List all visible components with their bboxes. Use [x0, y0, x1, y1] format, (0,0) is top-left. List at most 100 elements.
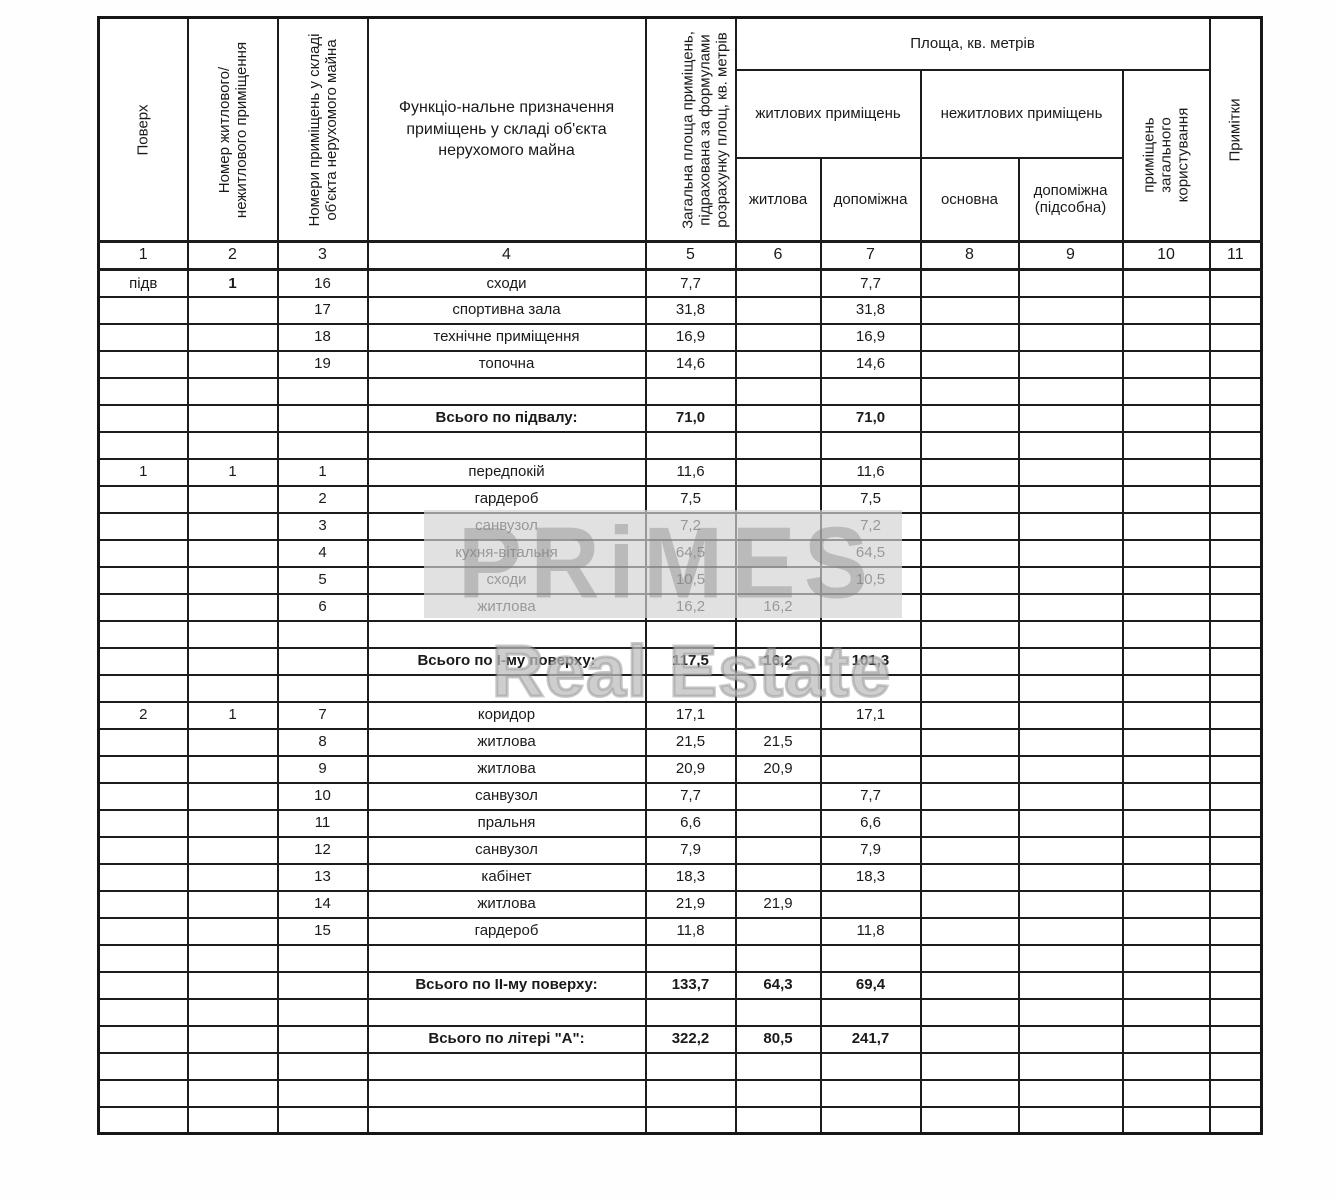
- cell-living-area: [734, 538, 822, 568]
- cell-unit-number: [186, 889, 279, 919]
- cell-room-function: житлова: [366, 727, 647, 757]
- cell-room-function: санвузол: [366, 835, 647, 865]
- cell-main-area: [919, 268, 1020, 298]
- cell-room-number: [276, 619, 369, 649]
- table-row: [97, 619, 1263, 649]
- cell-floor: [97, 430, 189, 460]
- cell-auxiliary-area: [819, 727, 922, 757]
- table-row: 9 житлова 20,9 20,9: [97, 754, 1263, 784]
- cell-auxiliary-area: 71,0: [819, 403, 922, 433]
- cell-room-function: Всього по літері "А":: [366, 1024, 647, 1054]
- cell-unit-number: [186, 1078, 279, 1108]
- column-number: 5: [644, 240, 737, 271]
- column-number: 4: [366, 240, 647, 271]
- cell-aux-utility-area: [1017, 970, 1124, 1000]
- cell-unit-number: [186, 781, 279, 811]
- cell-main-area: [919, 1024, 1020, 1054]
- cell-total-area: 71,0: [644, 403, 737, 433]
- cell-living-area: [734, 484, 822, 514]
- header-notes: Примітки: [1208, 16, 1263, 243]
- cell-aux-utility-area: [1017, 700, 1124, 730]
- cell-notes: [1208, 700, 1263, 730]
- cell-living-area: [734, 619, 822, 649]
- cell-notes: [1208, 430, 1263, 460]
- cell-room-number: 2: [276, 484, 369, 514]
- cell-common-area: [1121, 376, 1211, 406]
- cell-main-area: [919, 700, 1020, 730]
- cell-room-function: [366, 943, 647, 973]
- cell-room-function: Всього по ІІ-му поверху:: [366, 970, 647, 1000]
- cell-common-area: [1121, 538, 1211, 568]
- cell-unit-number: [186, 484, 279, 514]
- cell-room-function: пральня: [366, 808, 647, 838]
- cell-total-area: 21,9: [644, 889, 737, 919]
- cell-total-area: 18,3: [644, 862, 737, 892]
- cell-aux-utility-area: [1017, 997, 1124, 1027]
- cell-floor: [97, 835, 189, 865]
- cell-living-area: [734, 997, 822, 1027]
- cell-floor: [97, 1105, 189, 1135]
- cell-auxiliary-area: [819, 430, 922, 460]
- cell-common-area: [1121, 511, 1211, 541]
- table-row: 13 кабінет 18,3 18,3: [97, 862, 1263, 892]
- header-area-group: Площа, кв. метрів: [734, 16, 1211, 71]
- cell-notes: [1208, 538, 1263, 568]
- cell-aux-utility-area: [1017, 1078, 1124, 1108]
- table-row: 3 санвузол 7,2 7,2: [97, 511, 1263, 541]
- cell-total-area: 117,5: [644, 646, 737, 676]
- cell-aux-utility-area: [1017, 430, 1124, 460]
- cell-aux-utility-area: [1017, 781, 1124, 811]
- cell-floor: [97, 1078, 189, 1108]
- cell-auxiliary-area: 18,3: [819, 862, 922, 892]
- cell-aux-utility-area: [1017, 484, 1124, 514]
- cell-room-function: Всього по підвалу:: [366, 403, 647, 433]
- cell-living-area: 16,2: [734, 592, 822, 622]
- cell-main-area: [919, 1051, 1020, 1081]
- cell-auxiliary-area: [819, 997, 922, 1027]
- cell-common-area: [1121, 943, 1211, 973]
- cell-floor: 1: [97, 457, 189, 487]
- cell-common-area: [1121, 349, 1211, 379]
- header-floor-label: Поверх: [134, 104, 152, 155]
- cell-main-area: [919, 781, 1020, 811]
- cell-main-area: [919, 403, 1020, 433]
- cell-aux-utility-area: [1017, 619, 1124, 649]
- cell-living-area: [734, 349, 822, 379]
- table-row: [97, 376, 1263, 406]
- cell-main-area: [919, 808, 1020, 838]
- cell-notes: [1208, 1024, 1263, 1054]
- cell-aux-utility-area: [1017, 916, 1124, 946]
- cell-floor: [97, 484, 189, 514]
- cell-main-area: [919, 970, 1020, 1000]
- cell-total-area: 16,2: [644, 592, 737, 622]
- header-floor: Поверх: [97, 16, 189, 243]
- cell-auxiliary-area: 31,8: [819, 295, 922, 325]
- cell-total-area: 31,8: [644, 295, 737, 325]
- table-header: Поверх Номер житлового/ нежитлового прим…: [97, 16, 1263, 271]
- table-row: [97, 997, 1263, 1027]
- cell-room-number: 15: [276, 916, 369, 946]
- cell-total-area: [644, 376, 737, 406]
- cell-auxiliary-area: [819, 619, 922, 649]
- cell-total-area: 6,6: [644, 808, 737, 838]
- cell-notes: [1208, 295, 1263, 325]
- cell-notes: [1208, 646, 1263, 676]
- cell-notes: [1208, 1105, 1263, 1135]
- cell-common-area: [1121, 916, 1211, 946]
- header-room-numbers: Номери приміщень у складі об'єкта нерухо…: [276, 16, 369, 243]
- cell-total-area: [644, 1105, 737, 1135]
- cell-aux-utility-area: [1017, 457, 1124, 487]
- cell-floor: [97, 1051, 189, 1081]
- column-number: 6: [734, 240, 822, 271]
- cell-main-area: [919, 565, 1020, 595]
- cell-common-area: [1121, 754, 1211, 784]
- header-room-function: Функціо-нальне призначення приміщень у с…: [366, 16, 647, 243]
- cell-aux-utility-area: [1017, 646, 1124, 676]
- cell-auxiliary-area: 11,6: [819, 457, 922, 487]
- cell-common-area: [1121, 808, 1211, 838]
- cell-auxiliary-area: 64,5: [819, 538, 922, 568]
- cell-aux-utility-area: [1017, 295, 1124, 325]
- cell-main-area: [919, 322, 1020, 352]
- cell-main-area: [919, 457, 1020, 487]
